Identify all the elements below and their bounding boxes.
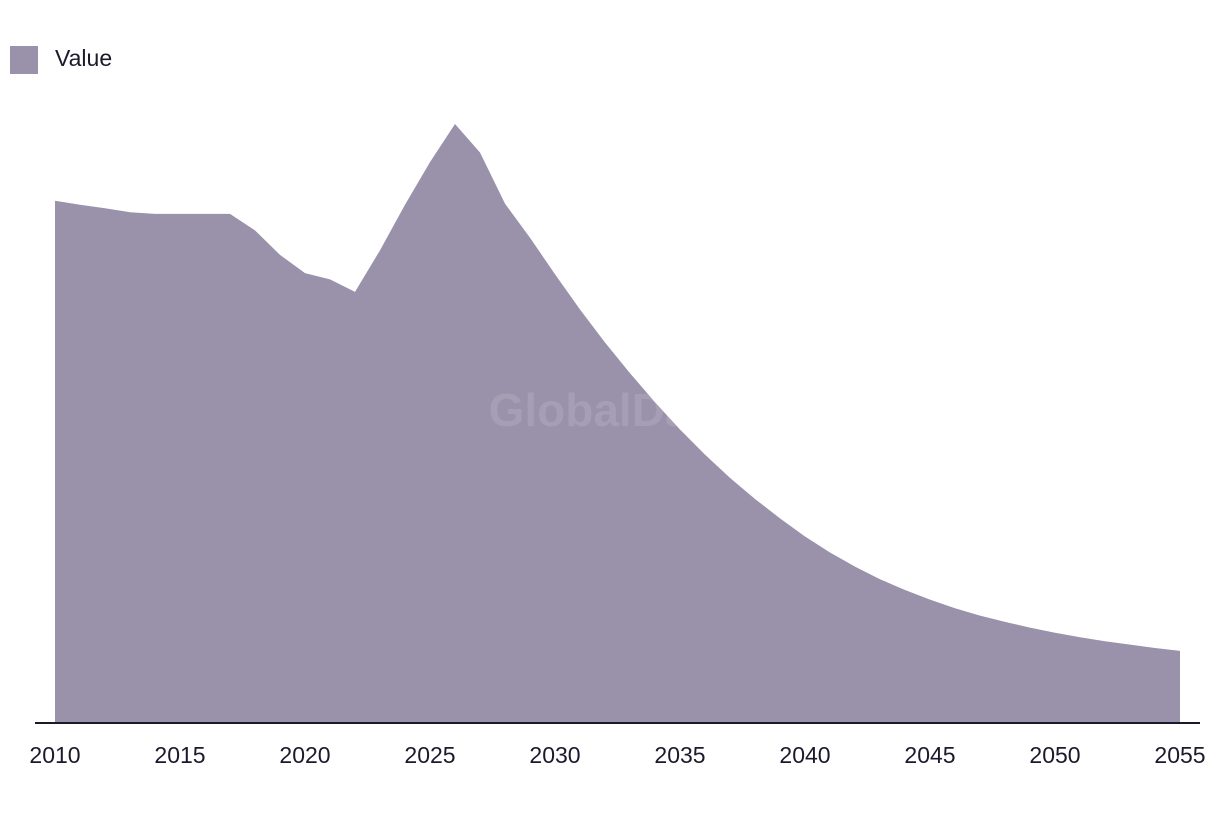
legend-swatch-value <box>10 46 38 74</box>
area-series-value <box>55 124 1180 723</box>
x-tick-label-2020: 2020 <box>279 742 330 768</box>
legend: Value <box>10 45 112 74</box>
plot-area: GlobalData <box>35 124 1200 724</box>
x-tick-label-2045: 2045 <box>904 742 955 768</box>
x-tick-label-2010: 2010 <box>29 742 80 768</box>
x-tick-label-2035: 2035 <box>654 742 705 768</box>
x-tick-label-2015: 2015 <box>154 742 205 768</box>
legend-label-value: Value <box>55 45 112 71</box>
x-tick-label-2050: 2050 <box>1029 742 1080 768</box>
x-tick-label-2030: 2030 <box>529 742 580 768</box>
watermark: GlobalData <box>489 384 732 436</box>
x-axis-ticks: 2010 2015 2020 2025 2030 2035 2040 2045 2050 2055 <box>29 742 1205 768</box>
x-tick-label-2025: 2025 <box>404 742 455 768</box>
x-tick-label-2055: 2055 <box>1154 742 1205 768</box>
x-tick-label-2040: 2040 <box>779 742 830 768</box>
